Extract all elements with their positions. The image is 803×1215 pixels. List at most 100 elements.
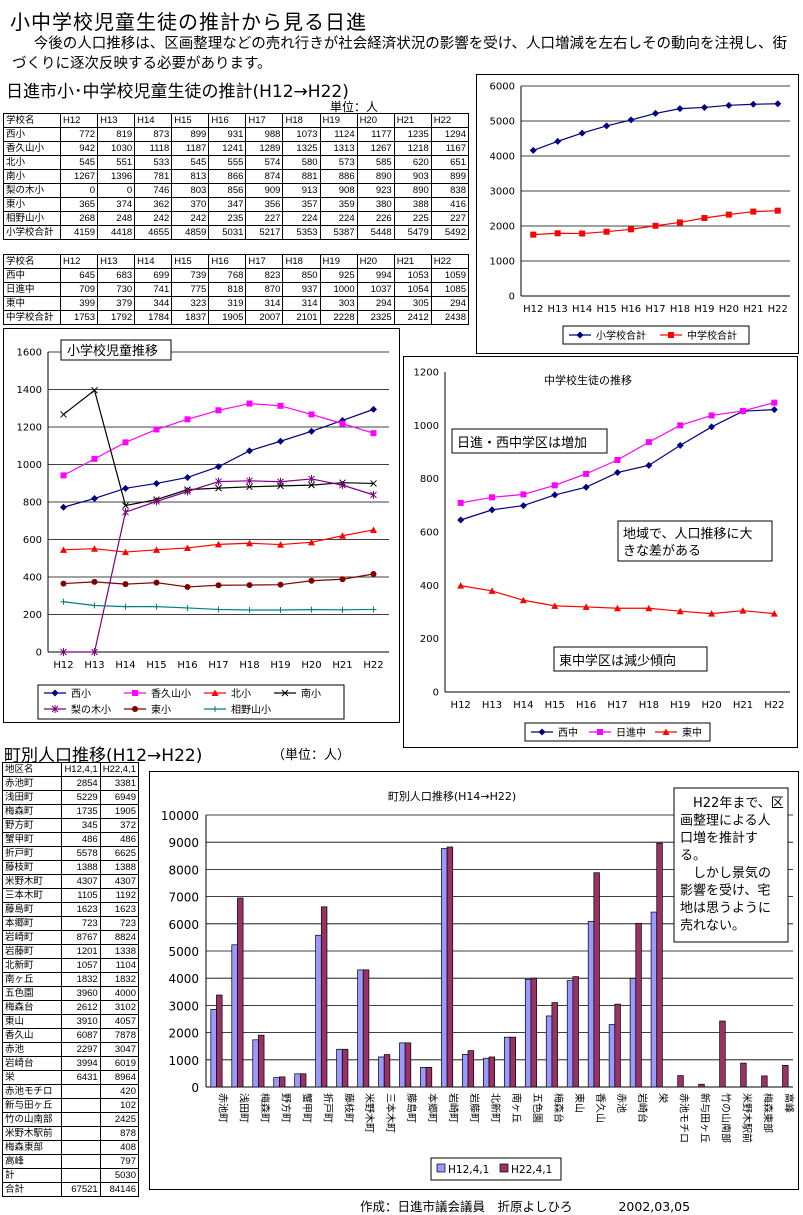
table-cell: 1201 bbox=[61, 944, 101, 959]
title-box bbox=[60, 339, 172, 361]
point-marker bbox=[246, 400, 253, 407]
series-日進中 bbox=[457, 399, 778, 506]
bar bbox=[572, 976, 579, 1088]
table-cell: 5387 bbox=[319, 225, 358, 240]
y-tick-label: 1200 bbox=[17, 423, 42, 434]
point-marker bbox=[308, 538, 315, 546]
x-tick-label: 三本木町 bbox=[384, 1093, 397, 1133]
table-row: 梅森台 2612 3102 bbox=[1, 1000, 140, 1015]
point-marker bbox=[645, 439, 652, 446]
legend-label: 東中 bbox=[682, 726, 702, 739]
table-cell: 1059 bbox=[430, 268, 470, 283]
table-cell: 1832 bbox=[61, 972, 101, 987]
table-row: 野方町 345 372 bbox=[1, 818, 140, 833]
point-marker bbox=[774, 207, 781, 214]
x-tick-label: 北新町 bbox=[489, 1093, 502, 1123]
table-cell: 3102 bbox=[99, 1000, 140, 1015]
table-cell: 347 bbox=[208, 197, 247, 212]
point-marker bbox=[708, 412, 715, 419]
y-tick-label: 10000 bbox=[161, 809, 199, 823]
table-cell: 344 bbox=[134, 296, 173, 311]
x-tick-label: 米野木駅前 bbox=[741, 1093, 754, 1143]
point-marker bbox=[91, 578, 98, 585]
point-marker bbox=[457, 516, 465, 524]
row-label: 中学校合計 bbox=[3, 310, 61, 325]
table-cell: 819 bbox=[97, 127, 136, 142]
table-cell: 1037 bbox=[356, 282, 395, 297]
table-cell: 362 bbox=[134, 197, 173, 212]
bar bbox=[483, 1057, 490, 1088]
y-tick-label: 9000 bbox=[168, 836, 199, 850]
table-cell: 1235 bbox=[393, 127, 432, 142]
point-marker bbox=[132, 706, 138, 712]
table-cell: 1289 bbox=[245, 141, 284, 156]
row-label: 南ヶ丘 bbox=[1, 972, 63, 987]
table-row: 赤池 2297 3047 bbox=[1, 1042, 140, 1057]
y-tick-label: 0 bbox=[36, 648, 42, 659]
table-cell: 345 bbox=[61, 818, 101, 833]
x-tick-label: H14 bbox=[513, 700, 533, 711]
table-row: 東中 399 379 344 323 319 314 314 303 294 305 294 bbox=[3, 296, 470, 311]
table-row: 岩藤町 1201 1338 bbox=[1, 944, 140, 959]
table-cell: 1057 bbox=[61, 958, 101, 973]
town-unit-label: （単位：人） bbox=[272, 748, 351, 763]
table-cell: 813 bbox=[171, 169, 210, 184]
annotation-text: しかし景気の bbox=[680, 865, 771, 881]
row-label: 西中 bbox=[3, 268, 61, 283]
point-marker bbox=[277, 581, 284, 588]
table-cell: 1623 bbox=[99, 902, 140, 917]
point-marker bbox=[582, 603, 590, 610]
y-tick-label: 6000 bbox=[168, 918, 199, 932]
table-cell: 886 bbox=[319, 169, 358, 184]
x-tick-label: H12 bbox=[451, 700, 471, 711]
bar bbox=[509, 1036, 516, 1088]
point-marker bbox=[339, 576, 346, 583]
y-tick-label: 1000 bbox=[414, 421, 439, 432]
point-marker bbox=[725, 211, 732, 218]
row-label: 新与田ヶ丘 bbox=[1, 1098, 63, 1113]
table-cell: 305 bbox=[393, 296, 432, 311]
point-marker bbox=[184, 604, 191, 611]
table-row: 東小 365 374 362 370 347 356 357 359 380 388 416 bbox=[3, 197, 470, 212]
table-cell: 1338 bbox=[99, 944, 140, 959]
table-cell: 224 bbox=[319, 211, 358, 226]
table-cell: 303 bbox=[319, 296, 358, 311]
point-marker bbox=[603, 122, 611, 130]
x-tick-label: H16 bbox=[576, 700, 596, 711]
table-cell: 651 bbox=[430, 155, 470, 170]
table-cell: 5578 bbox=[61, 846, 101, 861]
x-tick-label: H15 bbox=[545, 700, 565, 711]
table-cell: 0 bbox=[97, 183, 136, 198]
table-cell: 772 bbox=[59, 127, 99, 142]
series-香久山小 bbox=[60, 400, 377, 479]
table-cell: 420 bbox=[99, 1084, 140, 1099]
table-cell: 0 bbox=[59, 183, 99, 198]
table-cell: 873 bbox=[134, 127, 173, 142]
bar bbox=[441, 848, 448, 1088]
point-marker bbox=[212, 706, 218, 712]
table-cell: 925 bbox=[319, 268, 358, 283]
table-cell: 823 bbox=[245, 268, 284, 283]
row-label: 梨の木小 bbox=[3, 183, 61, 198]
point-marker bbox=[215, 463, 222, 471]
table-row: 赤池町 2854 3381 bbox=[1, 776, 140, 791]
bar bbox=[635, 922, 642, 1088]
row-label: 日進中 bbox=[3, 282, 61, 297]
y-tick-label: 800 bbox=[420, 474, 439, 485]
point-marker bbox=[488, 506, 496, 514]
table-cell: 242 bbox=[171, 211, 210, 226]
bar bbox=[608, 1024, 616, 1088]
point-marker bbox=[370, 480, 377, 487]
point-marker bbox=[370, 606, 377, 613]
series-西小 bbox=[60, 405, 377, 511]
table-cell: 818 bbox=[208, 282, 247, 297]
table-cell: 1792 bbox=[97, 310, 136, 325]
table-cell: 878 bbox=[99, 1126, 140, 1141]
legend-box bbox=[37, 684, 345, 720]
table-row: 栄 6431 8964 bbox=[1, 1070, 140, 1085]
table-header-cell: H20 bbox=[356, 113, 395, 128]
point-marker bbox=[91, 455, 98, 462]
y-tick-label: 4000 bbox=[168, 972, 199, 986]
x-tick-label: H21 bbox=[332, 660, 352, 671]
table-cell: 5353 bbox=[282, 225, 321, 240]
